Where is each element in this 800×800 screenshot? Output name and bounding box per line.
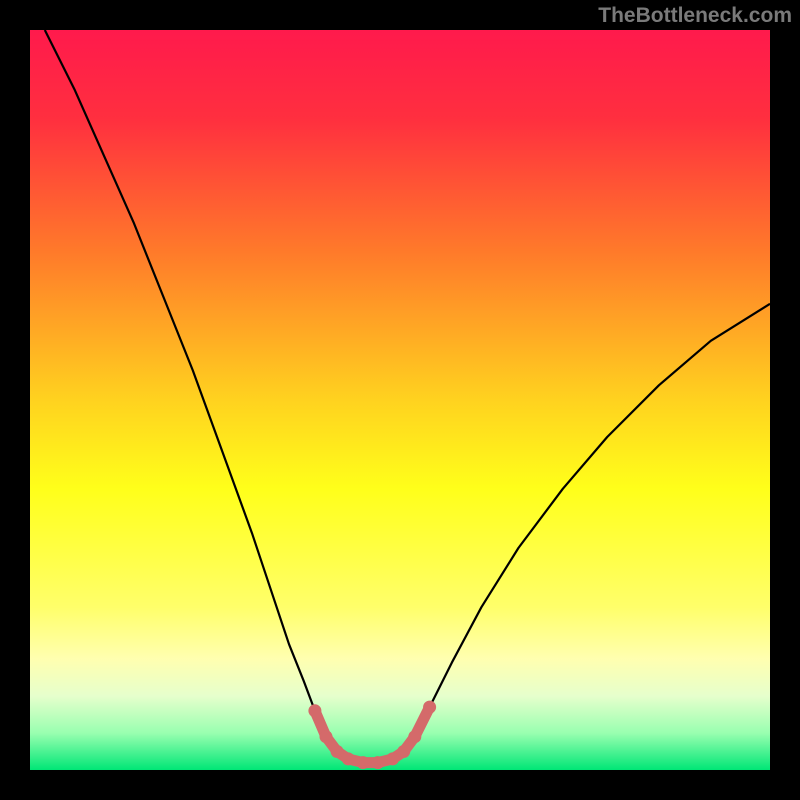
trough-marker (342, 752, 355, 765)
trough-marker (423, 701, 436, 714)
plot-background (30, 30, 770, 770)
trough-marker (331, 745, 344, 758)
trough-marker (320, 730, 333, 743)
trough-marker (371, 756, 384, 769)
trough-marker (397, 745, 410, 758)
watermark-text: TheBottleneck.com (598, 4, 792, 28)
trough-marker (408, 730, 421, 743)
chart-canvas: TheBottleneck.com (0, 0, 800, 800)
trough-marker (357, 756, 370, 769)
chart-svg (0, 0, 800, 800)
trough-marker (386, 752, 399, 765)
trough-marker (308, 704, 321, 717)
